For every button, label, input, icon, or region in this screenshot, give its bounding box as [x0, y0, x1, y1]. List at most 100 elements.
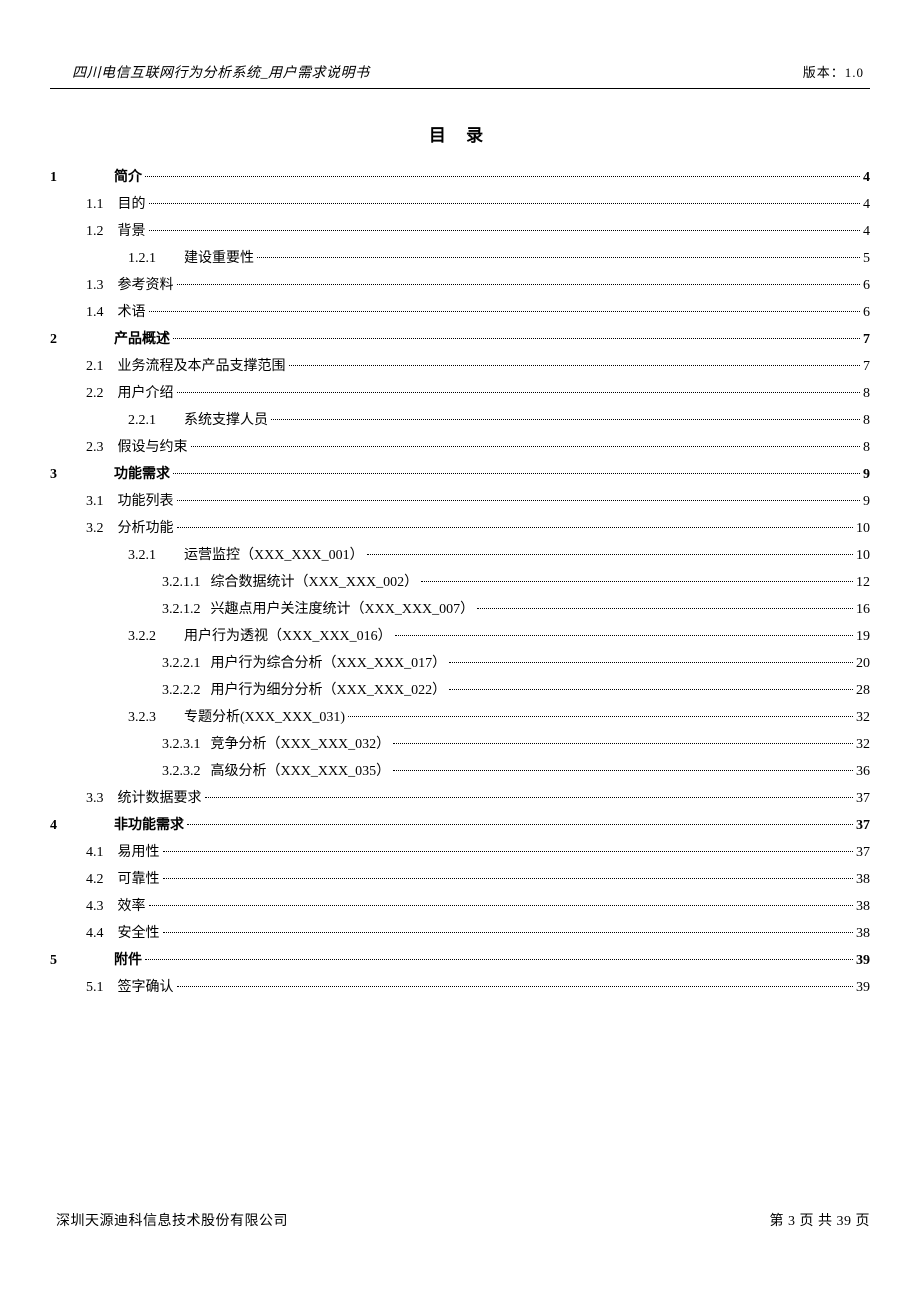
toc-entry-number: 4 [50, 812, 100, 839]
toc-entry[interactable]: 3功能需求9 [50, 461, 870, 488]
toc-entry-page: 39 [856, 974, 870, 1001]
toc-entry-title: 统计数据要求 [104, 785, 202, 812]
toc-entry[interactable]: 3.2.1运营监控（XXX_XXX_001）10 [50, 542, 870, 569]
toc-entry-title: 用户行为细分分析（XXX_XXX_022） [201, 677, 447, 704]
toc-entry[interactable]: 5附件39 [50, 947, 870, 974]
toc-entry-number: 1.2.1 [50, 245, 156, 272]
toc-entry[interactable]: 2.2.1系统支撑人员8 [50, 407, 870, 434]
toc-entry-leader [173, 338, 860, 339]
toc-entry-title: 参考资料 [104, 272, 174, 299]
toc-entry-number: 3.2.2.2 [50, 677, 201, 704]
toc-entry-page: 20 [856, 650, 870, 677]
toc-entry[interactable]: 1.4术语6 [50, 299, 870, 326]
toc-entry-title: 非功能需求 [100, 812, 184, 839]
toc-entry[interactable]: 3.2.1.2兴趣点用户关注度统计（XXX_XXX_007）16 [50, 596, 870, 623]
toc-entry-number: 3.2.3 [50, 704, 156, 731]
toc-entry-leader [271, 419, 860, 420]
toc-entry-title: 综合数据统计（XXX_XXX_002） [201, 569, 419, 596]
toc-entry-page: 8 [863, 434, 870, 461]
toc-entry-number: 3.2.3.1 [50, 731, 201, 758]
toc-entry-leader [177, 284, 861, 285]
toc-entry-leader [393, 770, 853, 771]
toc-entry-title: 假设与约束 [104, 434, 188, 461]
toc-entry[interactable]: 4.4安全性 38 [50, 920, 870, 947]
toc-entry[interactable]: 3.1功能列表9 [50, 488, 870, 515]
toc-entry[interactable]: 3.2.3专题分析(XXX_XXX_031)32 [50, 704, 870, 731]
toc-entry-leader [289, 365, 861, 366]
header-title: 四川电信互联网行为分析系统_用户需求说明书 [72, 62, 370, 82]
toc-entry-number: 3.1 [50, 488, 104, 515]
toc-entry-number: 3.2 [50, 515, 104, 542]
toc-entry[interactable]: 1.2背景4 [50, 218, 870, 245]
toc-entry-page: 39 [856, 947, 870, 974]
table-of-contents: 1简介41.1目的41.2背景41.2.1建设重要性51.3参考资料61.4术语… [50, 164, 870, 1001]
toc-entry[interactable]: 3.2.2用户行为透视（XXX_XXX_016）19 [50, 623, 870, 650]
toc-entry-leader [149, 311, 861, 312]
toc-entry-number: 2.2 [50, 380, 104, 407]
toc-entry-page: 19 [856, 623, 870, 650]
toc-entry-page: 10 [856, 515, 870, 542]
toc-entry-title: 易用性 [104, 839, 160, 866]
toc-entry-title: 竞争分析（XXX_XXX_032） [201, 731, 391, 758]
toc-entry[interactable]: 3.2.3.2高级分析（XXX_XXX_035）36 [50, 758, 870, 785]
toc-entry-title: 系统支撑人员 [156, 407, 268, 434]
toc-entry-number: 2 [50, 326, 100, 353]
toc-entry-page: 10 [856, 542, 870, 569]
toc-entry[interactable]: 2产品概述7 [50, 326, 870, 353]
toc-entry[interactable]: 1.3参考资料6 [50, 272, 870, 299]
toc-entry-page: 12 [856, 569, 870, 596]
toc-entry-page: 6 [863, 299, 870, 326]
toc-entry-leader [449, 662, 853, 663]
toc-entry[interactable]: 3.2.2.1用户行为综合分析（XXX_XXX_017）20 [50, 650, 870, 677]
toc-entry-title: 简介 [100, 164, 142, 191]
toc-entry-leader [421, 581, 853, 582]
toc-entry-leader [191, 446, 861, 447]
toc-entry[interactable]: 4非功能需求37 [50, 812, 870, 839]
toc-entry-leader [187, 824, 853, 825]
toc-entry-leader [348, 716, 853, 717]
footer-page-number: 第 3 页 共 39 页 [770, 1210, 871, 1230]
toc-entry[interactable]: 2.2用户介绍8 [50, 380, 870, 407]
toc-entry-leader [149, 203, 861, 204]
toc-entry-leader [163, 932, 854, 933]
toc-entry-title: 兴趣点用户关注度统计（XXX_XXX_007） [201, 596, 475, 623]
toc-entry-leader [449, 689, 853, 690]
toc-entry-title: 功能需求 [100, 461, 170, 488]
toc-entry[interactable]: 5.1签字确认39 [50, 974, 870, 1001]
toc-entry-title: 功能列表 [104, 488, 174, 515]
toc-entry-title: 用户行为综合分析（XXX_XXX_017） [201, 650, 447, 677]
toc-entry[interactable]: 4.1易用性37 [50, 839, 870, 866]
toc-entry-number: 4.4 [50, 920, 104, 947]
toc-entry-leader [173, 473, 860, 474]
toc-entry[interactable]: 1.2.1建设重要性5 [50, 245, 870, 272]
toc-entry[interactable]: 2.3假设与约束8 [50, 434, 870, 461]
toc-entry-number: 3.2.1.2 [50, 596, 201, 623]
toc-entry-leader [163, 878, 854, 879]
toc-entry-page: 36 [856, 758, 870, 785]
toc-entry[interactable]: 4.2可靠性38 [50, 866, 870, 893]
toc-entry-title: 签字确认 [104, 974, 174, 1001]
toc-entry-page: 37 [856, 785, 870, 812]
toc-entry[interactable]: 3.3统计数据要求37 [50, 785, 870, 812]
toc-entry[interactable]: 1.1目的4 [50, 191, 870, 218]
toc-entry-leader [257, 257, 860, 258]
toc-entry-number: 1.2 [50, 218, 104, 245]
toc-entry[interactable]: 3.2.1.1综合数据统计（XXX_XXX_002）12 [50, 569, 870, 596]
toc-entry-page: 38 [856, 920, 870, 947]
toc-entry-leader [177, 527, 854, 528]
toc-entry[interactable]: 1简介4 [50, 164, 870, 191]
toc-entry[interactable]: 4.3效率38 [50, 893, 870, 920]
toc-entry-title: 可靠性 [104, 866, 160, 893]
toc-entry[interactable]: 3.2.3.1竞争分析（XXX_XXX_032）32 [50, 731, 870, 758]
toc-entry-title: 建设重要性 [156, 245, 254, 272]
toc-entry-page: 4 [863, 191, 870, 218]
toc-entry[interactable]: 2.1业务流程及本产品支撑范围7 [50, 353, 870, 380]
toc-entry-leader [177, 500, 861, 501]
toc-entry-leader [367, 554, 853, 555]
toc-entry-title: 安全性 [104, 920, 160, 947]
toc-entry[interactable]: 3.2.2.2用户行为细分分析（XXX_XXX_022）28 [50, 677, 870, 704]
toc-entry[interactable]: 3.2分析功能10 [50, 515, 870, 542]
page-footer: 深圳天源迪科信息技术股份有限公司 第 3 页 共 39 页 [56, 1210, 870, 1230]
toc-entry-title: 目的 [104, 191, 146, 218]
page-header: 四川电信互联网行为分析系统_用户需求说明书 版本：1.0 [50, 62, 870, 89]
